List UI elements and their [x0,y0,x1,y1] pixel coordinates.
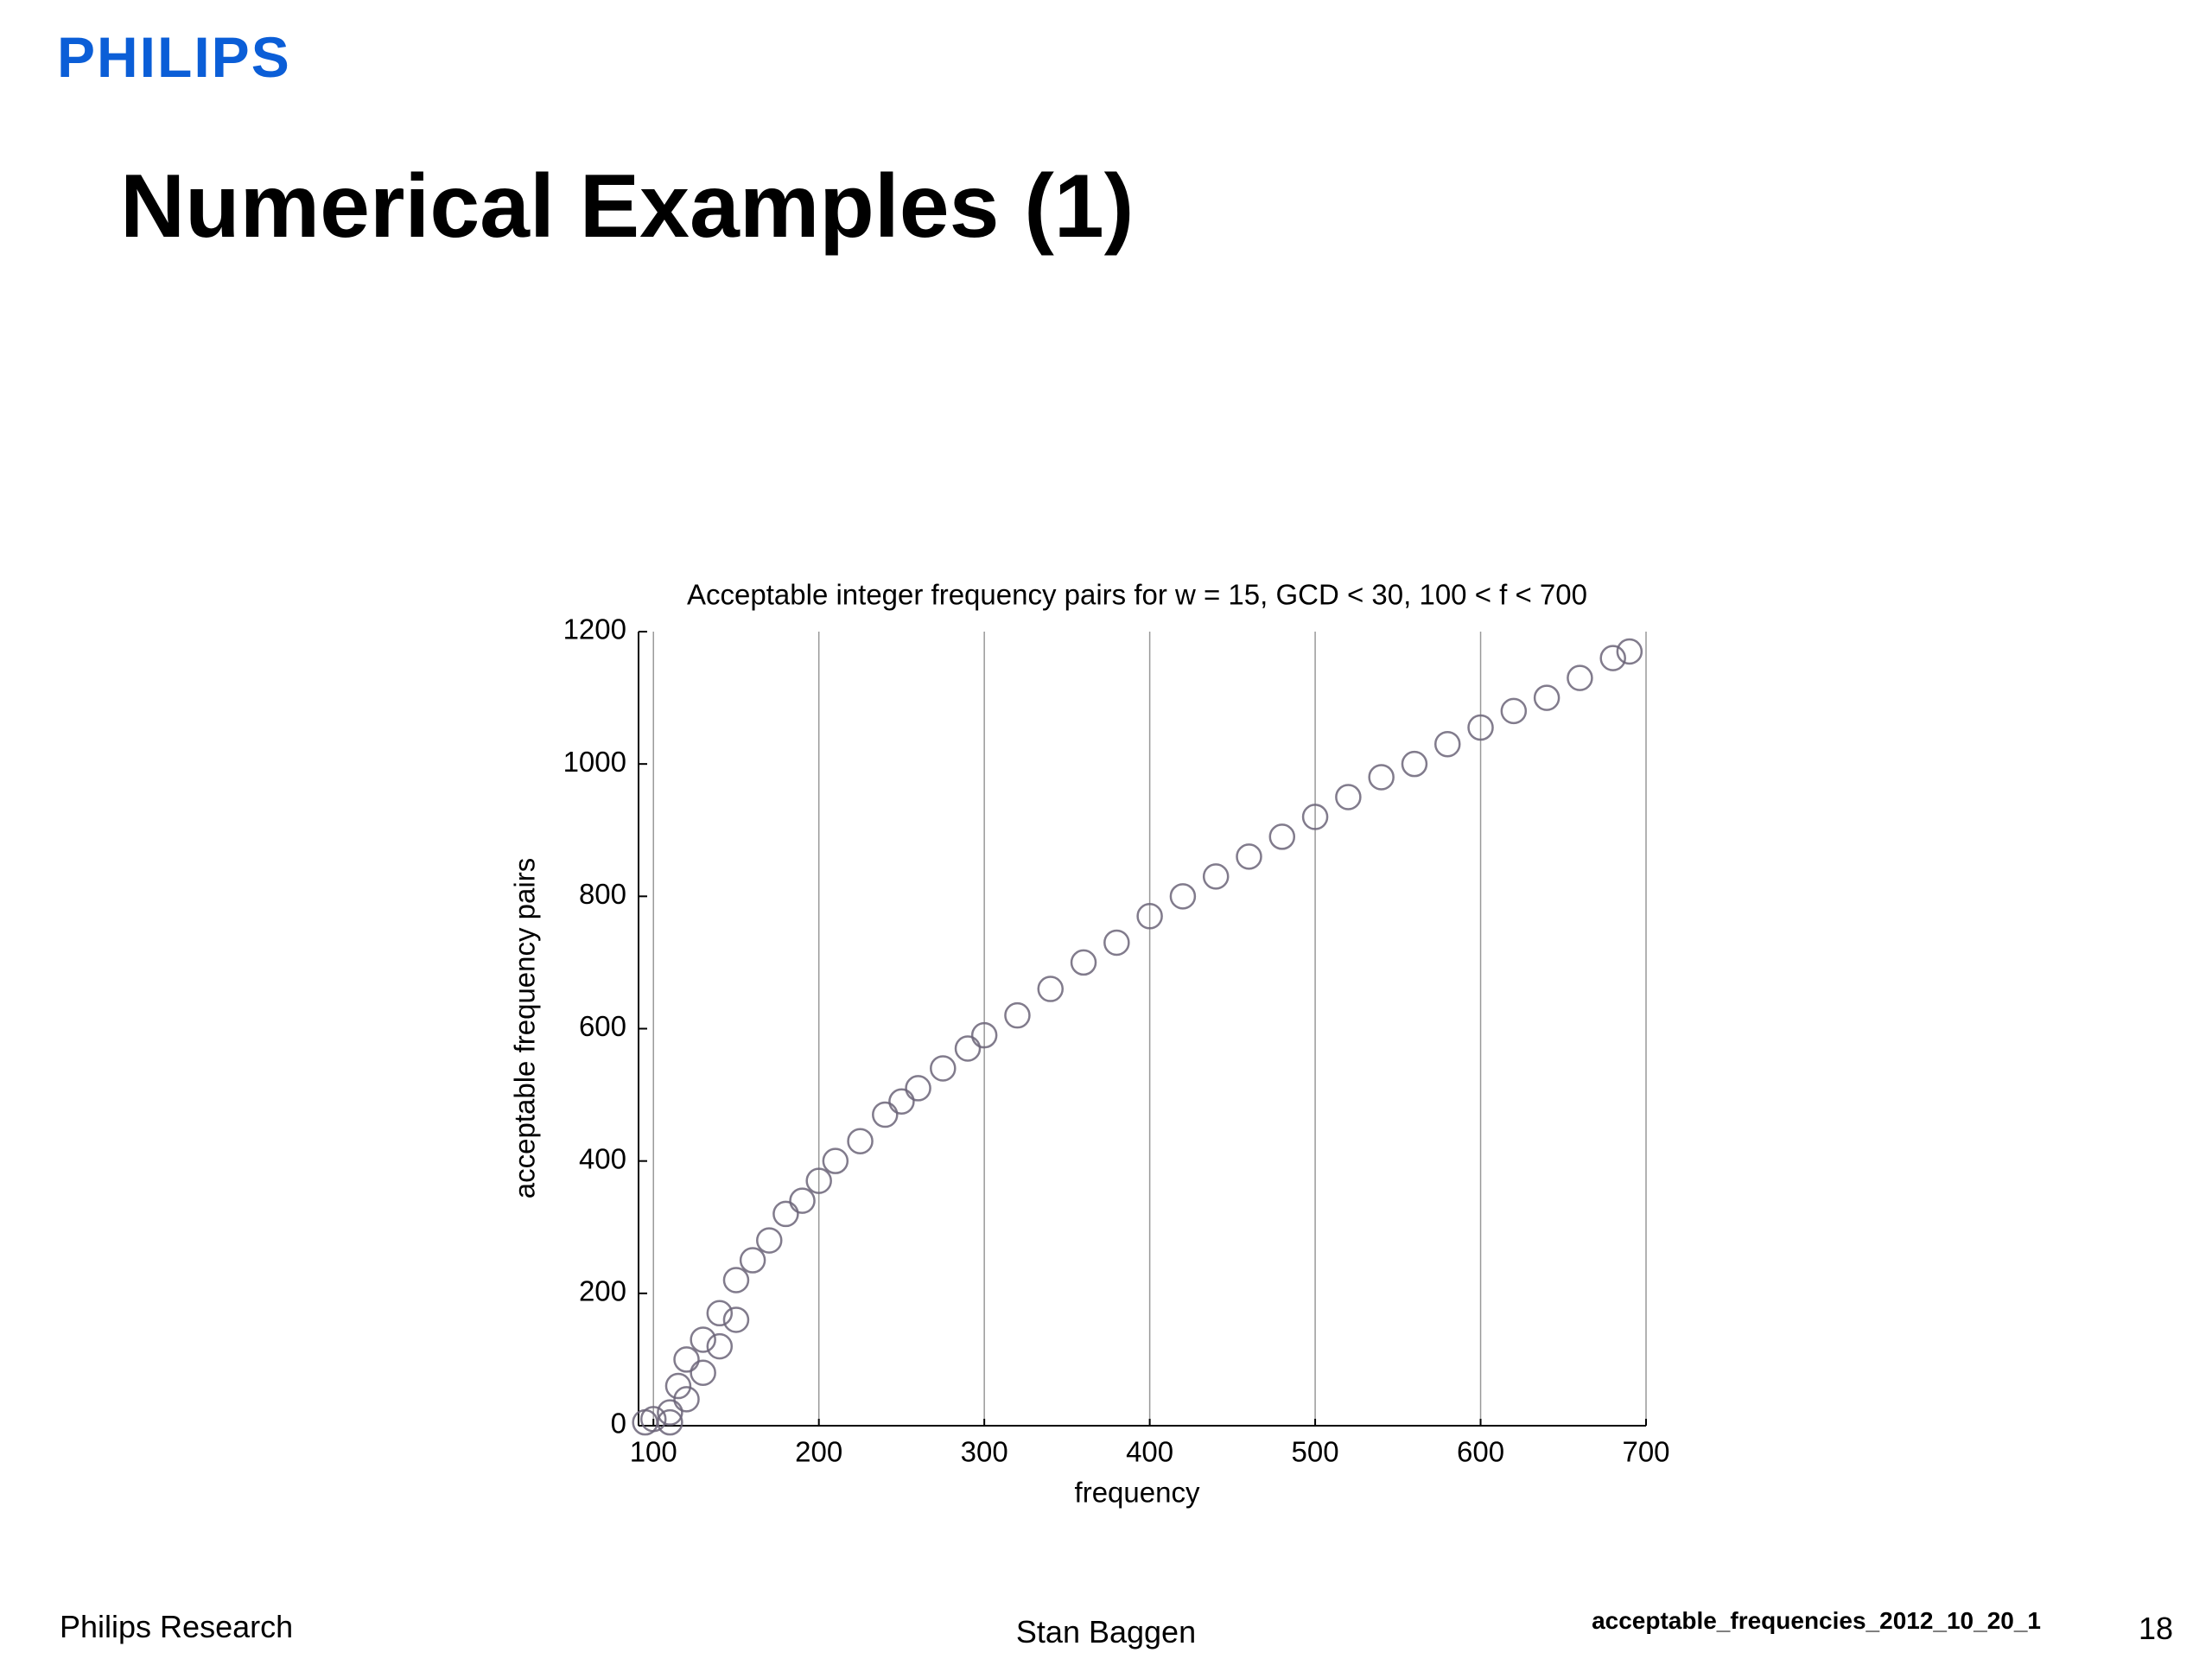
footer-left: Philips Research [60,1609,294,1644]
point [722,1306,750,1333]
footer-author: Stan Baggen [1015,1614,1197,1649]
x-axis-label: frequency [1075,1477,1200,1509]
point [905,1075,931,1102]
x-tick-label: 400 [1126,1436,1173,1468]
point [657,1399,683,1426]
point [706,1300,734,1327]
point [706,1332,734,1360]
point [657,1408,683,1436]
point [673,1346,700,1373]
point [1136,903,1163,930]
point [690,1359,716,1386]
x-tick-label: 100 [630,1436,677,1468]
point [1335,784,1362,810]
y-tick-label: 600 [579,1010,626,1042]
point [1301,804,1329,830]
point [690,1326,716,1353]
point [1533,684,1560,711]
point [930,1055,957,1082]
point [1401,750,1428,778]
point [722,1267,750,1294]
point [739,1247,766,1274]
point [1616,638,1643,665]
y-tick-label: 400 [579,1142,626,1174]
point [888,1088,915,1115]
point [1004,1001,1031,1029]
y-tick-label: 1200 [563,613,626,645]
point [822,1147,849,1174]
y-tick-label: 800 [579,878,626,910]
point [1202,863,1230,890]
footer-file: acceptable_frequencies_2012_10_20_1 [1592,1607,2041,1634]
point [847,1128,874,1154]
point [772,1200,799,1228]
point [673,1386,700,1413]
logo: PHILIPS [57,25,291,89]
point [1467,714,1494,741]
point [1268,823,1296,850]
point [1037,976,1064,1002]
point [1500,697,1528,725]
chart-title: Acceptable integer frequency pairs for w… [687,579,1587,611]
point [1368,764,1395,791]
point [1433,730,1461,758]
y-tick-label: 1000 [563,746,626,778]
point [954,1035,982,1062]
x-tick-label: 700 [1622,1436,1669,1468]
point [872,1101,899,1128]
point [1567,664,1593,691]
y-tick-label: 0 [611,1408,626,1440]
x-tick-label: 300 [961,1436,1008,1468]
point [639,1406,667,1433]
x-tick-label: 200 [795,1436,842,1468]
point [1169,883,1197,910]
point [805,1167,832,1194]
y-tick-label: 200 [579,1275,626,1307]
point [1103,929,1130,957]
point [1599,645,1626,671]
point [756,1227,783,1254]
point [789,1187,816,1214]
point [970,1021,998,1049]
page-number: 18 [2138,1611,2173,1646]
point [664,1372,692,1400]
point [1070,949,1097,976]
point [1236,843,1262,870]
slide-title: Numerical Examples (1) [120,156,1135,257]
y-axis-label: acceptable frequency pairs [509,858,541,1198]
x-tick-label: 600 [1457,1436,1504,1468]
x-tick-label: 500 [1292,1436,1339,1468]
